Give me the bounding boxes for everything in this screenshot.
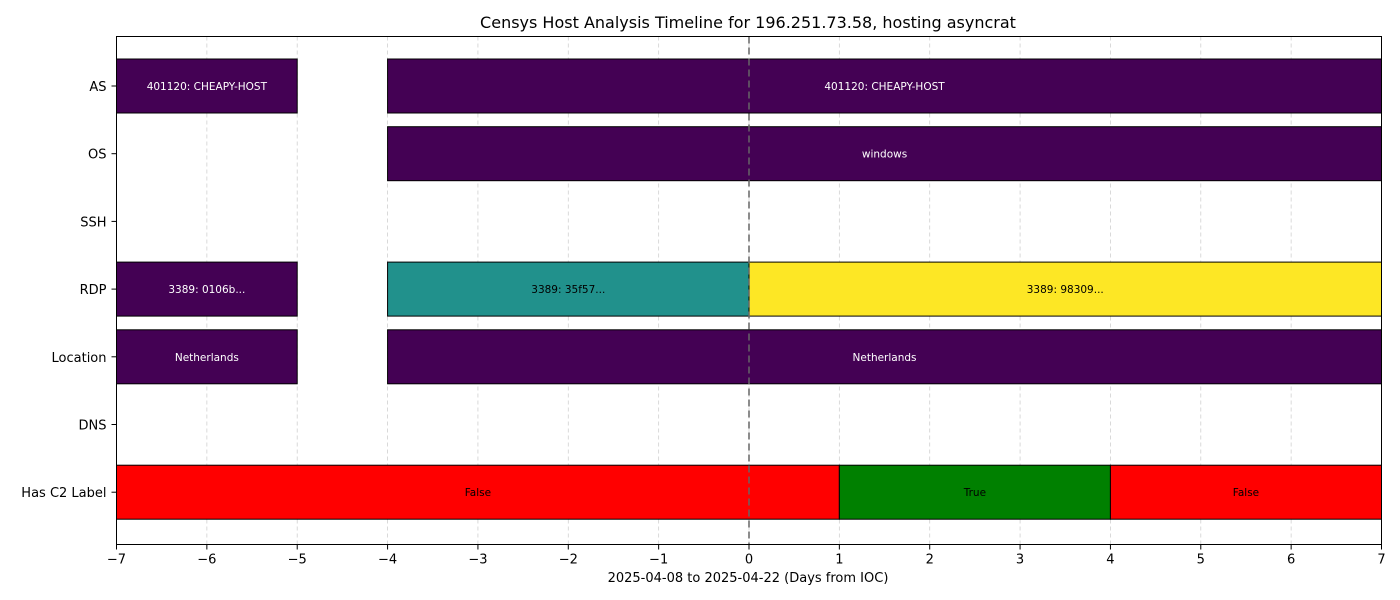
x-tick-label: 0: [745, 553, 753, 568]
y-tick-label: RDP: [80, 283, 107, 298]
bar-label: 3389: 0106b...: [168, 284, 245, 296]
x-tick-label: 4: [1106, 553, 1114, 568]
chart-title: Censys Host Analysis Timeline for 196.25…: [480, 13, 1016, 32]
timeline-bar: [116, 464, 840, 520]
timeline-bar: [387, 261, 750, 317]
timeline-bar: [748, 261, 1382, 317]
y-axis-ticks: AS OS SSH RDP Location DNS Has C2 Label: [21, 80, 117, 501]
bar-label: 401120: CHEAPY-HOST: [824, 81, 945, 93]
y-tick-label: SSH: [80, 215, 106, 230]
x-tick-label: −6: [197, 553, 216, 568]
timeline-bar: [116, 261, 298, 317]
bar-label: True: [963, 487, 986, 499]
bar-label: windows: [862, 149, 907, 161]
bar-label: Netherlands: [175, 352, 239, 364]
x-tick-label: −4: [378, 553, 397, 568]
y-tick-label: AS: [89, 80, 106, 95]
timeline-bar: [838, 464, 1111, 520]
y-tick-label: DNS: [79, 419, 107, 434]
bar-label: 3389: 98309...: [1027, 284, 1104, 296]
x-tick-label: −5: [288, 553, 307, 568]
x-tick-label: −7: [107, 553, 126, 568]
bar-label: Netherlands: [853, 352, 917, 364]
x-tick-label: 6: [1287, 553, 1295, 568]
bar-label: 401120: CHEAPY-HOST: [147, 81, 268, 93]
bar-label: False: [1233, 487, 1259, 499]
x-axis-ticks: −7 −6 −5 −4 −3 −2 −1 0 1 2 3 4 5 6 7: [107, 544, 1386, 568]
x-axis-label: 2025-04-08 to 2025-04-22 (Days from IOC): [608, 571, 889, 586]
x-tick-label: −3: [468, 553, 487, 568]
x-tick-label: 5: [1197, 553, 1205, 568]
x-tick-label: 1: [835, 553, 843, 568]
x-tick-label: −2: [559, 553, 578, 568]
timeline-bar: [116, 329, 298, 385]
x-tick-label: 2: [926, 553, 934, 568]
x-tick-label: 3: [1016, 553, 1024, 568]
bar-label: False: [465, 487, 491, 499]
x-tick-label: −1: [649, 553, 668, 568]
y-tick-label: Has C2 Label: [21, 486, 106, 501]
timeline-bar: [387, 329, 1383, 385]
y-tick-label: Location: [52, 351, 107, 366]
bars: 401120: CHEAPY-HOST 401120: CHEAPY-HOST wi…: [116, 58, 1383, 520]
y-tick-label: OS: [88, 148, 106, 163]
timeline-bar: [1109, 464, 1383, 520]
x-tick-label: 7: [1377, 553, 1385, 568]
bar-label: 3389: 35f57...: [531, 284, 605, 296]
